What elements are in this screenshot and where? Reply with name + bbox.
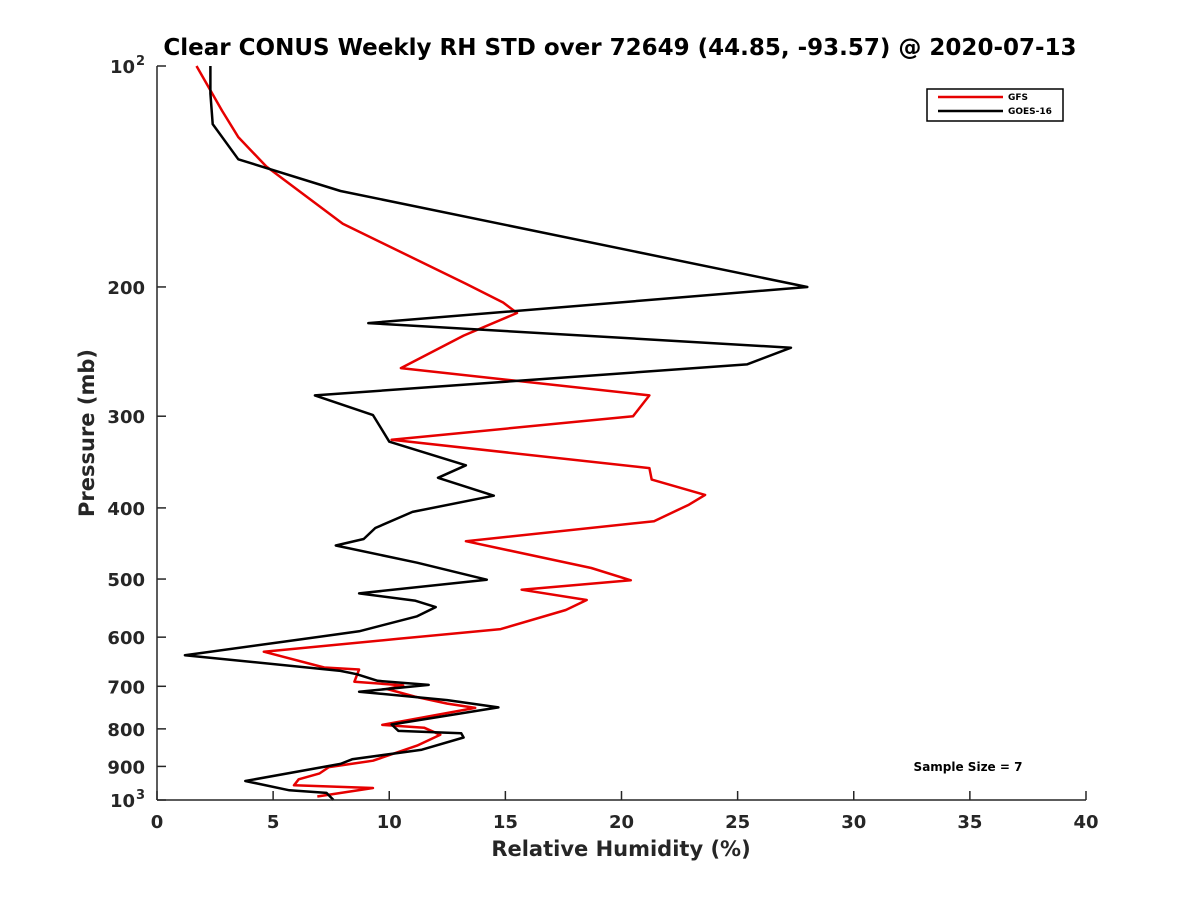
legend-box [926, 88, 1064, 122]
sample-size-annotation: Sample Size = 7 [914, 760, 1023, 774]
chart-title: Clear CONUS Weekly RH STD over 72649 (44… [163, 35, 1076, 61]
x-axis-label: Relative Humidity (%) [491, 837, 750, 861]
x-axis-ticks: 0 5 10 15 20 25 30 35 40 [151, 791, 1099, 833]
x-tick-label: 5 [267, 812, 280, 833]
legend-label-gfs: GFS [1008, 93, 1028, 103]
y-tick-exponent: 2 [136, 54, 145, 69]
x-tick-label: 25 [725, 812, 750, 833]
x-tick-label: 10 [377, 812, 402, 833]
y-tick-label: 800 [107, 720, 145, 741]
x-tick-label: 30 [841, 812, 866, 833]
legend-label-goes16: GOES-16 [1008, 107, 1052, 117]
x-tick-label: 20 [609, 812, 634, 833]
x-tick-label: 40 [1073, 812, 1098, 833]
y-tick-label: 10 [110, 791, 135, 812]
legend: GFS GOES-16 [926, 88, 1064, 122]
x-tick-label: 35 [957, 812, 982, 833]
y-tick-exponent: 3 [136, 788, 145, 803]
x-tick-label: 15 [493, 812, 518, 833]
series-line-goes16 [183, 66, 809, 801]
y-tick-label: 400 [107, 499, 145, 520]
y-axis-label: Pressure (mb) [75, 349, 99, 517]
y-tick-label: 200 [107, 278, 145, 299]
y-tick-label: 300 [107, 407, 145, 428]
series-line-gfs [195, 65, 707, 798]
y-tick-label: 600 [107, 628, 145, 649]
x-tick-label: 0 [151, 812, 164, 833]
y-tick-label: 700 [107, 677, 145, 698]
y-tick-label: 900 [107, 757, 145, 778]
y-tick-label: 500 [107, 570, 145, 591]
y-tick-label: 10 [110, 57, 135, 78]
series-layer [183, 65, 809, 801]
